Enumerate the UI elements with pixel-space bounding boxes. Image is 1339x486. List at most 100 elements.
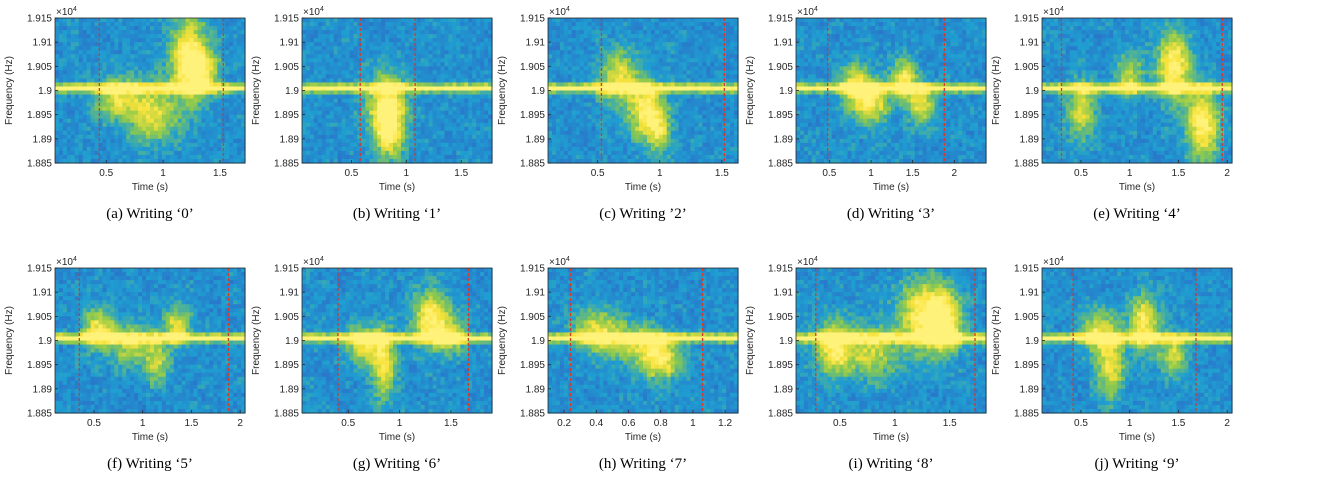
heatmap-cell: [441, 38, 446, 43]
heatmap-cell: [174, 50, 179, 55]
heatmap-cell: [405, 46, 410, 51]
heatmap-cell: [91, 46, 96, 51]
heatmap-cell: [385, 78, 390, 83]
heatmap-cell: [154, 155, 159, 160]
heatmap-cell: [429, 155, 434, 160]
heatmap-cell: [480, 119, 485, 124]
heatmap-cell: [213, 143, 218, 148]
heatmap-cell: [548, 95, 553, 100]
heatmap-cell: [445, 74, 450, 79]
heatmap-cell: [437, 99, 442, 104]
heatmap-cell: [330, 123, 335, 128]
heatmap-cell: [548, 103, 553, 108]
heatmap-cell: [472, 50, 477, 55]
heatmap-cell: [361, 42, 366, 47]
heatmap-cell: [142, 143, 147, 148]
heatmap-cell: [647, 30, 652, 35]
heatmap-cell: [659, 115, 664, 120]
heatmap-cell: [126, 34, 131, 39]
heatmap-cell: [118, 78, 123, 83]
heatmap-cell: [655, 34, 660, 39]
heatmap-cell: [468, 34, 473, 39]
heatmap-cell: [556, 22, 561, 27]
heatmap-cell: [369, 119, 374, 124]
heatmap-cell: [445, 99, 450, 104]
heatmap-cell: [314, 131, 319, 136]
heatmap-cell: [409, 74, 414, 79]
heatmap-cell: [225, 26, 230, 31]
heatmap-cell: [393, 155, 398, 160]
heatmap-cell: [233, 111, 238, 116]
heatmap-cell: [623, 46, 628, 51]
heatmap-cell: [91, 78, 96, 83]
heatmap-cell: [350, 78, 355, 83]
heatmap-cell: [643, 26, 648, 31]
heatmap-cell: [130, 95, 135, 100]
heatmap-cell: [437, 151, 442, 156]
heatmap-cell: [564, 143, 569, 148]
heatmap-cell: [564, 139, 569, 144]
heatmap-cell: [55, 30, 60, 35]
heatmap-cell: [484, 70, 489, 75]
heatmap-cell: [572, 103, 577, 108]
heatmap-cell: [142, 38, 147, 43]
heatmap-cell: [326, 151, 331, 156]
heatmap-cell: [445, 91, 450, 96]
heatmap-cell: [691, 30, 696, 35]
heatmap-cell: [322, 78, 327, 83]
heatmap-cell: [698, 70, 703, 75]
heatmap-cell: [484, 131, 489, 136]
heatmap-cell: [468, 111, 473, 116]
heatmap-cell: [417, 46, 422, 51]
heatmap-cell: [334, 135, 339, 140]
heatmap-cell: [194, 22, 199, 27]
y-exponent-base: ×10: [56, 7, 73, 18]
heatmap-cell: [639, 50, 644, 55]
heatmap-cell: [385, 26, 390, 31]
heatmap-cell: [433, 119, 438, 124]
heatmap-cell: [146, 42, 151, 47]
heatmap-cell: [306, 42, 311, 47]
heatmap-cell: [103, 74, 108, 79]
heatmap-cell: [476, 99, 481, 104]
heatmap-cell: [603, 103, 608, 108]
heatmap-cell: [456, 38, 461, 43]
heatmap-cell: [619, 82, 624, 87]
y-exponent-label: ×104: [303, 6, 324, 18]
heatmap-cell: [706, 119, 711, 124]
heatmap-cell: [425, 66, 430, 71]
heatmap-cell: [138, 42, 143, 47]
heatmap-cell: [548, 46, 553, 51]
heatmap-cell: [433, 70, 438, 75]
heatmap-cell: [592, 70, 597, 75]
heatmap-cell: [310, 131, 315, 136]
heatmap-cell: [584, 115, 589, 120]
heatmap-cell: [178, 155, 183, 160]
heatmap-cell: [237, 95, 242, 100]
heatmap-cell: [334, 58, 339, 63]
heatmap-cell: [217, 147, 222, 152]
heatmap-cell: [552, 18, 557, 23]
heatmap-cell: [564, 107, 569, 112]
heatmap-cell: [460, 135, 465, 140]
heatmap-cell: [639, 135, 644, 140]
x-tick-label: 1: [160, 168, 166, 179]
heatmap-cell: [381, 155, 386, 160]
heatmap-cell: [178, 111, 183, 116]
heatmap-cell: [79, 50, 84, 55]
heatmap-cell: [651, 66, 656, 71]
heatmap-cell: [162, 147, 167, 152]
heatmap-cell: [694, 42, 699, 47]
heatmap-cell: [671, 155, 676, 160]
heatmap-cell: [326, 46, 331, 51]
heatmap-cell: [639, 66, 644, 71]
heatmap-cell: [445, 58, 450, 63]
heatmap-cell: [201, 103, 206, 108]
heatmap-cell: [79, 22, 84, 27]
heatmap-cell: [110, 147, 115, 152]
heatmap-cell: [369, 95, 374, 100]
heatmap-cell: [679, 135, 684, 140]
heatmap-cell: [615, 30, 620, 35]
heatmap-cell: [118, 151, 123, 156]
heatmap-cell: [643, 30, 648, 35]
